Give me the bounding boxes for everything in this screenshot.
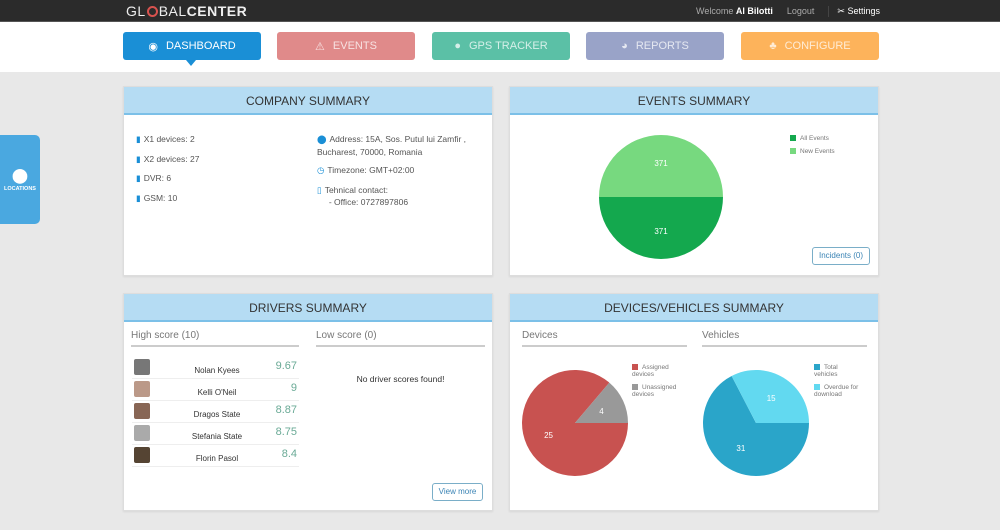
no-scores-message: No driver scores found!: [356, 374, 445, 384]
avatar: [134, 447, 150, 463]
pie-slice[interactable]: [575, 382, 628, 423]
avatar: [134, 381, 150, 397]
device-count: ▮ X1 devices: 2: [136, 134, 195, 144]
sitemap-icon: ♣: [769, 40, 777, 52]
driver-row[interactable]: Stefania State 8.75: [132, 423, 299, 445]
slice-label: 371: [654, 159, 668, 168]
driver-row[interactable]: Nolan Kyees 9.67: [132, 357, 299, 379]
welcome-text: Welcome Al Bilotti: [696, 6, 773, 16]
avatar: [134, 425, 150, 441]
avatar: [134, 359, 150, 375]
logo: GL BALCENTER: [126, 3, 248, 19]
logout-link[interactable]: Logout: [786, 6, 815, 16]
active-caret: [186, 60, 196, 66]
devices-pie-chart: 25 4: [522, 370, 628, 476]
map-pin-icon: ⬤: [12, 167, 28, 183]
legend-overdue: Overdue for download: [814, 384, 859, 398]
slice-label: 31: [736, 444, 745, 453]
device-icon: ▮: [136, 154, 141, 164]
devices-heading: Devices: [522, 330, 687, 347]
device-count: ▮ GSM: 10: [136, 193, 178, 203]
phone-icon: ▯: [317, 185, 322, 195]
main-nav: ◉ DASHBOARD ⚠ EVENTS ● GPS TRACKER ◕ REPORTS…: [0, 22, 1000, 72]
nav-events[interactable]: ⚠ EVENTS: [277, 32, 415, 60]
device-count: ▮ X2 devices: 27: [136, 154, 200, 164]
top-bar: GL BALCENTER Welcome Al Bilotti Logout ✂ …: [0, 0, 1000, 22]
high-score-heading: High score (10): [131, 330, 299, 347]
panel-title: COMPANY SUMMARY: [124, 87, 492, 115]
panel-title: EVENTS SUMMARY: [510, 87, 878, 115]
pie-slice[interactable]: [599, 197, 723, 259]
pie-icon: ◕: [621, 40, 628, 52]
pie-slice[interactable]: [731, 370, 809, 423]
drivers-summary-panel: DRIVERS SUMMARY High score (10) Low scor…: [123, 293, 493, 511]
avatar: [134, 403, 150, 419]
vehicles-heading: Vehicles: [702, 330, 867, 347]
company-summary-panel: COMPANY SUMMARY ▮ X1 devices: 2 ▮ X2 devic…: [123, 86, 493, 276]
locations-tab[interactable]: ⬤ LOCATIONS: [0, 135, 40, 224]
legend-assigned: Assigned devices: [632, 364, 669, 378]
events-pie-chart: 371 371: [599, 135, 723, 259]
map-pin-icon: ●: [454, 40, 461, 52]
device-icon: ▮: [136, 193, 141, 203]
legend-all-events: All Events: [790, 135, 829, 142]
pie-slice[interactable]: [703, 375, 809, 476]
incidents-button[interactable]: Incidents (0): [812, 247, 870, 265]
warning-icon: ⚠: [315, 40, 325, 53]
settings-link[interactable]: ✂ Settings: [828, 6, 880, 17]
slice-label: 371: [654, 227, 668, 236]
address: ⬤ Address: 15A, Sos. Putul lui Zamfir , Bu…: [317, 134, 467, 157]
low-score-heading: Low score (0): [316, 330, 485, 347]
driver-row[interactable]: Kelli O'Neil 9: [132, 379, 299, 401]
tools-icon: ✂: [837, 6, 845, 16]
legend-unassigned: Unassigned devices: [632, 384, 677, 398]
clock-icon: ◷: [317, 165, 325, 175]
map-marker-icon: ⬤: [317, 134, 327, 144]
devices-vehicles-panel: DEVICES/VEHICLES SUMMARY Devices Vehicle…: [509, 293, 879, 511]
driver-row[interactable]: Florin Pasol 8.4: [132, 445, 299, 467]
device-icon: ▮: [136, 173, 141, 183]
vehicles-pie-chart: 31 15: [703, 370, 809, 476]
panel-title: DRIVERS SUMMARY: [124, 294, 492, 322]
device-icon: ▮: [136, 134, 141, 144]
events-summary-panel: EVENTS SUMMARY 371 371 All Events New Eve…: [509, 86, 879, 276]
nav-dashboard[interactable]: ◉ DASHBOARD: [123, 32, 261, 60]
technical-contact: ▯ Tehnical contact: - Office: 0727897806: [317, 185, 409, 207]
slice-label: 4: [599, 407, 604, 416]
panel-title: DEVICES/VEHICLES SUMMARY: [510, 294, 878, 322]
legend-total-vehicles: Total vehicles: [814, 364, 838, 378]
driver-row[interactable]: Dragos State 8.87: [132, 401, 299, 423]
slice-label: 15: [767, 394, 776, 403]
view-more-button[interactable]: View more: [432, 483, 483, 501]
nav-reports[interactable]: ◕ REPORTS: [586, 32, 724, 60]
nav-gps-tracker[interactable]: ● GPS TRACKER: [432, 32, 570, 60]
device-count: ▮ DVR: 6: [136, 173, 172, 183]
timezone: ◷ Timezone: GMT+02:00: [317, 165, 415, 175]
dashboard-icon: ◉: [148, 40, 158, 53]
legend-new-events: New Events: [790, 148, 835, 155]
slice-label: 25: [544, 431, 553, 440]
pie-slice[interactable]: [599, 135, 723, 197]
nav-configure[interactable]: ♣ CONFIGURE: [741, 32, 879, 60]
